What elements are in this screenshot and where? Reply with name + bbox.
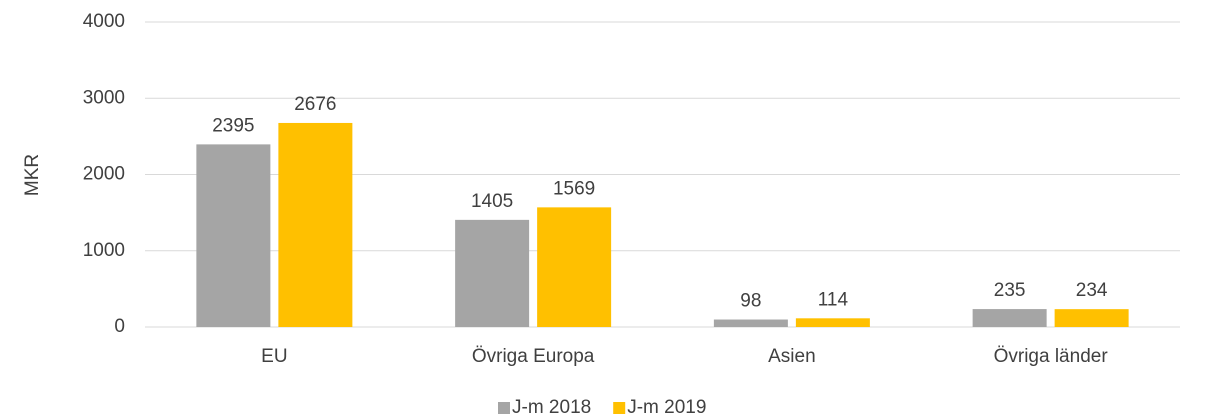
- data-label: 234: [1076, 280, 1108, 301]
- y-axis-label: MKR: [22, 154, 43, 196]
- legend-label: J-m 2019: [627, 397, 706, 418]
- x-tick-label: Övriga länder: [994, 346, 1109, 367]
- legend-label: J-m 2018: [512, 397, 591, 418]
- y-tick-label: 2000: [83, 164, 125, 185]
- bar: [537, 207, 612, 327]
- x-tick-label: Asien: [768, 346, 816, 367]
- bar: [455, 219, 530, 327]
- bar: [196, 144, 271, 327]
- bar: [795, 318, 870, 327]
- data-label: 2395: [212, 115, 254, 136]
- y-tick-label: 3000: [83, 87, 125, 108]
- y-tick-label: 1000: [83, 240, 125, 261]
- y-tick-label: 4000: [83, 11, 125, 32]
- x-tick-label: EU: [261, 346, 287, 367]
- x-tick-label: Övriga Europa: [472, 346, 595, 367]
- legend-swatch: [498, 402, 510, 414]
- data-label: 1569: [553, 178, 595, 199]
- legend-swatch: [613, 402, 626, 414]
- bar: [972, 309, 1047, 327]
- data-label: 98: [740, 291, 761, 312]
- bar: [1054, 309, 1129, 327]
- data-label: 235: [994, 280, 1026, 301]
- data-label: 1405: [471, 191, 513, 212]
- bar: [713, 319, 788, 327]
- bar: [278, 122, 353, 327]
- data-label: 114: [818, 289, 849, 310]
- data-label: 2676: [294, 94, 336, 115]
- y-tick-label: 0: [114, 316, 125, 337]
